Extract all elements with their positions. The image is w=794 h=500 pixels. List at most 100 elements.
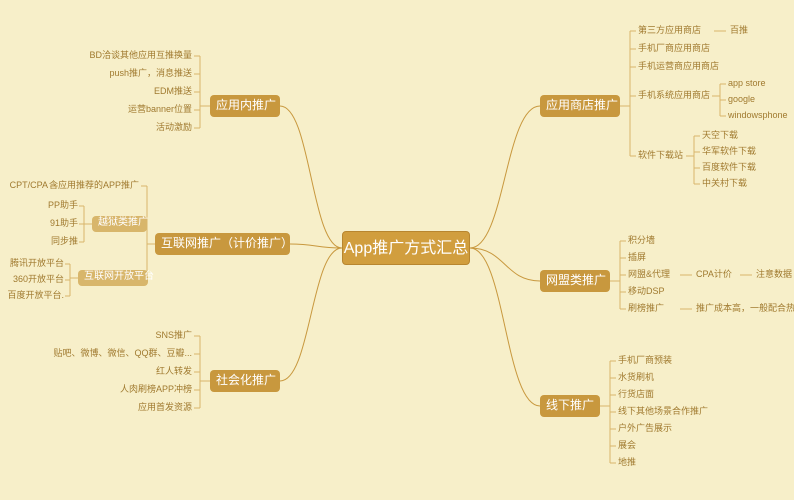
leaf-alliance-3: 移动DSP (628, 286, 665, 297)
leaf-alliance-2-extra: CPA计价 (696, 269, 732, 280)
leaf-store-0-extra: 百推 (730, 25, 748, 36)
leaf-inapp-2-label: EDM推送 (154, 86, 192, 96)
leaf-jailbreak-2: 同步推 (51, 236, 78, 247)
sub-openplat: 互联网开放平台 (78, 270, 148, 286)
branch-alliance: 网盟类推广 (540, 270, 610, 292)
leaf-store-0: 第三方应用商店 (638, 25, 701, 36)
branch-offline: 线下推广 (540, 395, 600, 417)
leaf-offline-5-label: 展会 (618, 440, 636, 450)
leaf-dlsite-0: 天空下载 (702, 130, 738, 141)
leaf-dlsite-0-label: 天空下载 (702, 130, 738, 140)
leaf-openplat-2-label: 百度开放平台. (7, 290, 64, 300)
leaf-dlsite-1-label: 华军软件下载 (702, 146, 756, 156)
leaf-offline-2: 行货店面 (618, 389, 654, 400)
leaf-jailbreak-1: 91助手 (50, 218, 78, 229)
branch-social-label: 社会化推广 (216, 373, 276, 387)
leaf-social-0-label: SNS推广 (155, 330, 192, 340)
leaf-jailbreak-1-label: 91助手 (50, 218, 78, 228)
sub-sysstore-label: 手机系统应用商店 (638, 90, 710, 100)
leaf-inapp-2: EDM推送 (154, 86, 192, 97)
leaf-dlsite-3: 中关村下载 (702, 178, 747, 189)
leaf-social-0: SNS推广 (155, 330, 192, 341)
leaf-dlsite-2: 百度软件下载 (702, 162, 756, 173)
leaf-offline-2-label: 行货店面 (618, 389, 654, 399)
leaf-social-2: 红人转发 (156, 366, 192, 377)
leaf-inapp-3-label: 运营banner位置 (128, 104, 192, 114)
branch-store-label: 应用商店推广 (546, 98, 618, 112)
sub-openplat-label: 互联网开放平台 (84, 271, 154, 282)
leaf-inapp-4-label: 活动激励 (156, 122, 192, 132)
leaf-sysstore-2: windowsphone (728, 110, 788, 121)
leaf-alliance-3-label: 移动DSP (628, 286, 665, 296)
leaf-social-2-label: 红人转发 (156, 366, 192, 376)
root-node: App推广方式汇总 (342, 231, 470, 265)
branch-alliance-label: 网盟类推广 (546, 273, 606, 287)
leaf-alliance-2-extra2: 注意数据 (756, 269, 792, 280)
branch-internet-label: 互联网推广（计价推广） (161, 236, 293, 250)
leaf-social-4-label: 应用首发资源 (138, 402, 192, 412)
leaf-inapp-0: BD洽谈其他应用互推换量 (89, 50, 192, 61)
leaf-inapp-1-label: push推广，消息推送 (109, 68, 192, 78)
leaf-alliance-4-extra-label: 推广成本高，一般配合热点炒 (696, 303, 794, 313)
leaf-offline-3-label: 线下其他场景合作推广 (618, 406, 708, 416)
leaf-store-1-label: 手机厂商应用商店 (638, 43, 710, 53)
leaf-offline-6-label: 地推 (618, 457, 636, 467)
leaf-jailbreak-0-label: PP助手 (48, 200, 78, 210)
leaf-cptcpa-right-label: 含应用推荐的APP推广 (49, 180, 139, 190)
leaf-social-1-label: 贴吧、微博、微信、QQ群、豆瓣... (53, 348, 192, 358)
leaf-cptcpa-left: CPT/CPA (10, 180, 48, 191)
leaf-offline-4-label: 户外广告展示 (618, 423, 672, 433)
leaf-social-4: 应用首发资源 (138, 402, 192, 413)
leaf-openplat-0: 腾讯开放平台 (10, 258, 64, 269)
branch-social: 社会化推广 (210, 370, 280, 392)
leaf-inapp-4: 活动激励 (156, 122, 192, 133)
leaf-store-2: 手机运营商应用商店 (638, 61, 719, 72)
leaf-openplat-1-label: 360开放平台 (13, 274, 64, 284)
leaf-offline-6: 地推 (618, 457, 636, 468)
root-node-label: App推广方式汇总 (344, 240, 468, 257)
sub-dlsite-label: 软件下载站 (638, 150, 683, 160)
leaf-offline-5: 展会 (618, 440, 636, 451)
branch-in_app-label: 应用内推广 (216, 98, 276, 112)
leaf-alliance-4: 刷榜推广 (628, 303, 664, 314)
leaf-openplat-0-label: 腾讯开放平台 (10, 258, 64, 268)
leaf-openplat-2: 百度开放平台. (7, 290, 64, 301)
leaf-offline-0: 手机厂商预装 (618, 355, 672, 366)
leaf-alliance-2-label: 网盟&代理 (628, 269, 670, 279)
leaf-offline-1: 水货刷机 (618, 372, 654, 383)
leaf-store-0-label: 第三方应用商店 (638, 25, 701, 35)
leaf-alliance-4-extra: 推广成本高，一般配合热点炒 (696, 303, 794, 314)
leaf-sysstore-1: google (728, 94, 755, 105)
leaf-sysstore-0: app store (728, 78, 766, 89)
leaf-inapp-3: 运营banner位置 (128, 104, 192, 115)
leaf-alliance-2-extra-label: CPA计价 (696, 269, 732, 279)
branch-offline-label: 线下推广 (546, 398, 594, 412)
branch-store: 应用商店推广 (540, 95, 620, 117)
leaf-alliance-2-extra2-label: 注意数据 (756, 269, 792, 279)
leaf-jailbreak-0: PP助手 (48, 200, 78, 211)
branch-in_app: 应用内推广 (210, 95, 280, 117)
leaf-alliance-2: 网盟&代理 (628, 269, 670, 280)
leaf-sysstore-0-label: app store (728, 78, 766, 88)
leaf-alliance-4-label: 刷榜推广 (628, 303, 664, 313)
leaf-alliance-0: 积分墙 (628, 235, 655, 246)
leaf-offline-4: 户外广告展示 (618, 423, 672, 434)
leaf-offline-0-label: 手机厂商预装 (618, 355, 672, 365)
leaf-cptcpa-right: 含应用推荐的APP推广 (49, 180, 139, 191)
leaf-social-1: 贴吧、微博、微信、QQ群、豆瓣... (53, 348, 192, 359)
leaf-dlsite-2-label: 百度软件下载 (702, 162, 756, 172)
leaf-cptcpa-left-label: CPT/CPA (10, 180, 48, 190)
leaf-offline-3: 线下其他场景合作推广 (618, 406, 708, 417)
leaf-store-0-extra-label: 百推 (730, 25, 748, 35)
leaf-inapp-1: push推广，消息推送 (109, 68, 192, 79)
leaf-social-3-label: 人肉刷榜APP冲榜 (120, 384, 192, 394)
sub-jailbreak-label: 越狱类推广 (98, 217, 148, 228)
leaf-sysstore-2-label: windowsphone (728, 110, 788, 120)
leaf-openplat-1: 360开放平台 (13, 274, 64, 285)
leaf-store-1: 手机厂商应用商店 (638, 43, 710, 54)
leaf-jailbreak-2-label: 同步推 (51, 236, 78, 246)
leaf-alliance-0-label: 积分墙 (628, 235, 655, 245)
leaf-dlsite-1: 华军软件下载 (702, 146, 756, 157)
sub-sysstore: 手机系统应用商店 (638, 90, 710, 101)
leaf-social-3: 人肉刷榜APP冲榜 (120, 384, 192, 395)
